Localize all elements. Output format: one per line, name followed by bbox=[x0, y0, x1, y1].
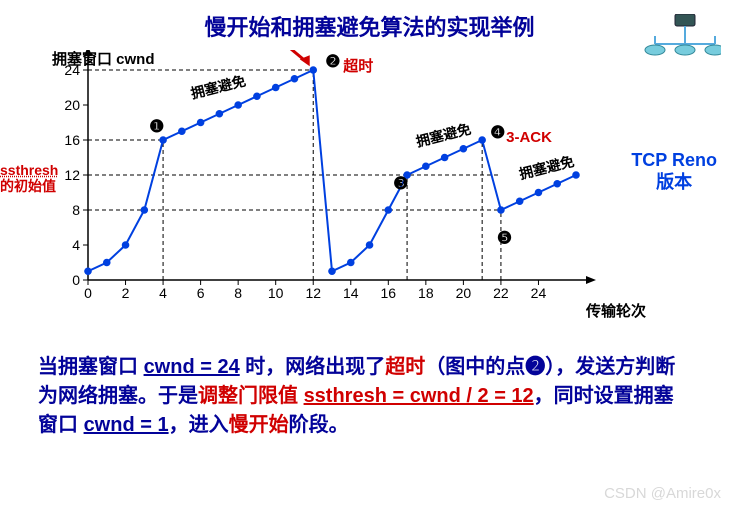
svg-text:24: 24 bbox=[531, 285, 547, 301]
svg-text:4: 4 bbox=[72, 237, 80, 253]
svg-text:❺: ❺ bbox=[497, 229, 512, 248]
svg-text:0: 0 bbox=[72, 272, 80, 288]
svg-text:16: 16 bbox=[64, 132, 80, 148]
svg-text:20: 20 bbox=[64, 97, 80, 113]
svg-text:12: 12 bbox=[305, 285, 321, 301]
svg-text:0: 0 bbox=[84, 285, 92, 301]
svg-text:拥塞避免: 拥塞避免 bbox=[518, 153, 576, 182]
svg-text:16: 16 bbox=[381, 285, 397, 301]
svg-text:3-ACK: 3-ACK bbox=[506, 129, 552, 146]
svg-text:❷: ❷ bbox=[325, 52, 340, 71]
svg-text:14: 14 bbox=[343, 285, 359, 301]
svg-text:4: 4 bbox=[159, 285, 167, 301]
svg-text:12: 12 bbox=[64, 167, 80, 183]
svg-text:❶: ❶ bbox=[149, 117, 164, 136]
watermark-text: CSDN @Amire0x bbox=[604, 485, 721, 502]
svg-text:18: 18 bbox=[418, 285, 434, 301]
svg-text:6: 6 bbox=[197, 285, 205, 301]
svg-text:❸: ❸ bbox=[393, 174, 408, 193]
svg-text:拥塞避免: 拥塞避免 bbox=[189, 72, 247, 101]
svg-text:❹: ❹ bbox=[490, 123, 505, 142]
cwnd-chart: 02468101214161820222404812162024拥塞避免拥塞避免… bbox=[46, 50, 739, 325]
svg-text:2: 2 bbox=[122, 285, 130, 301]
svg-text:22: 22 bbox=[493, 285, 509, 301]
caption-text: 当拥塞窗口 cwnd = 24 时，网络出现了超时（图中的点❷），发送方判断为网… bbox=[38, 353, 678, 440]
svg-text:10: 10 bbox=[268, 285, 284, 301]
svg-text:8: 8 bbox=[234, 285, 242, 301]
svg-text:24: 24 bbox=[64, 62, 80, 78]
slide-title: 慢开始和拥塞避免算法的实现举例 bbox=[0, 0, 739, 42]
svg-text:8: 8 bbox=[72, 202, 80, 218]
svg-text:超时: 超时 bbox=[342, 57, 373, 75]
svg-text:20: 20 bbox=[456, 285, 472, 301]
